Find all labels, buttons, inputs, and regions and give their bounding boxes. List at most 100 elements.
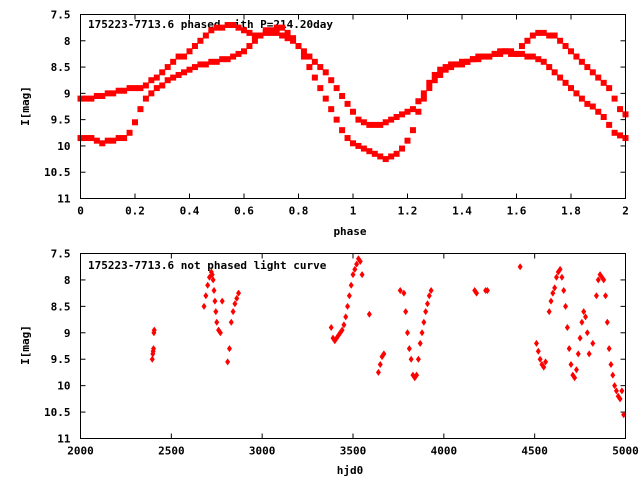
data-point xyxy=(401,289,407,297)
data-point xyxy=(573,366,579,374)
x-tick-label: 5000 xyxy=(612,445,639,458)
data-point xyxy=(546,32,553,39)
data-point xyxy=(257,32,264,39)
data-point xyxy=(201,302,207,310)
data-point xyxy=(175,71,182,78)
data-point xyxy=(424,300,430,308)
data-point xyxy=(159,82,166,89)
data-point xyxy=(404,137,411,144)
data-point xyxy=(279,24,286,31)
x-tick-label: 4000 xyxy=(431,445,458,458)
data-point xyxy=(586,350,592,358)
y-tick-label: 10.5 xyxy=(44,406,71,419)
data-point xyxy=(535,29,542,36)
x-tick-label: 0 xyxy=(77,205,84,218)
data-point xyxy=(575,350,581,358)
data-point xyxy=(524,53,531,60)
data-point xyxy=(551,69,558,76)
data-point xyxy=(339,92,346,99)
data-point xyxy=(382,156,389,163)
data-point xyxy=(205,281,211,289)
x-tick-label: 3000 xyxy=(249,445,276,458)
data-point xyxy=(251,37,258,44)
data-point xyxy=(236,289,242,297)
data-point xyxy=(322,69,329,76)
data-point xyxy=(354,260,360,268)
data-point xyxy=(409,127,416,134)
unphased-chart-frame xyxy=(80,253,626,439)
data-point xyxy=(535,56,542,63)
data-point xyxy=(121,135,128,142)
data-point xyxy=(590,339,596,347)
data-point xyxy=(381,350,387,358)
data-point xyxy=(563,302,569,310)
x-tick-label: 1 xyxy=(350,205,357,218)
data-point xyxy=(328,106,335,113)
data-point xyxy=(246,29,253,36)
data-point xyxy=(224,22,231,29)
data-point xyxy=(611,95,618,102)
data-point xyxy=(234,294,240,302)
data-point xyxy=(415,108,422,115)
data-point xyxy=(93,137,100,144)
data-point xyxy=(273,29,280,36)
y-tick-label: 8.5 xyxy=(51,61,71,74)
data-point xyxy=(88,135,95,142)
data-point xyxy=(617,395,623,403)
data-point xyxy=(110,90,117,97)
data-point xyxy=(431,71,438,78)
data-point xyxy=(464,58,471,65)
data-point xyxy=(573,53,580,60)
data-point xyxy=(262,27,269,34)
data-point xyxy=(126,129,133,136)
data-point xyxy=(608,361,614,368)
data-point xyxy=(230,53,237,60)
y-tick-label: 10 xyxy=(57,380,70,393)
data-point xyxy=(431,77,438,84)
data-point xyxy=(388,153,395,160)
y-tick-label: 7.5 xyxy=(51,248,71,261)
data-point xyxy=(328,324,334,331)
x-tick-label: 2000 xyxy=(67,445,94,458)
data-point xyxy=(388,116,395,123)
data-point xyxy=(603,292,609,300)
data-point xyxy=(517,263,523,271)
y-tick-label: 7.5 xyxy=(51,9,71,22)
data-point xyxy=(409,106,416,113)
x-tick-label: 4500 xyxy=(521,445,548,458)
data-point xyxy=(578,95,585,102)
data-point xyxy=(518,50,525,57)
data-point xyxy=(251,32,258,39)
y-tick-label: 9.5 xyxy=(51,114,71,127)
data-point xyxy=(399,111,406,118)
y-tick-label: 8.5 xyxy=(51,300,71,313)
data-point xyxy=(562,79,569,86)
data-point xyxy=(404,108,411,115)
data-point xyxy=(469,56,476,63)
data-point xyxy=(121,87,128,94)
data-point xyxy=(366,310,372,318)
data-point xyxy=(601,276,607,284)
data-point xyxy=(612,382,618,390)
data-point xyxy=(548,297,554,305)
x-tick-label: 3500 xyxy=(340,445,367,458)
unphased-chart-points xyxy=(149,255,627,419)
data-point xyxy=(589,103,596,110)
data-point xyxy=(225,358,231,366)
data-point xyxy=(328,77,335,84)
y-tick-label: 8 xyxy=(64,274,71,287)
data-point xyxy=(529,32,536,39)
data-point xyxy=(595,108,602,115)
data-point xyxy=(559,273,565,281)
x-tick-label: 1.4 xyxy=(452,205,472,218)
x-tick-label: 1.6 xyxy=(507,205,527,218)
data-point xyxy=(502,48,509,55)
data-point xyxy=(211,287,217,294)
data-point xyxy=(104,90,111,97)
data-point xyxy=(202,61,209,68)
data-point xyxy=(546,64,553,71)
data-point xyxy=(213,24,220,31)
data-point xyxy=(448,64,455,71)
y-tick-label: 10.5 xyxy=(44,166,71,179)
